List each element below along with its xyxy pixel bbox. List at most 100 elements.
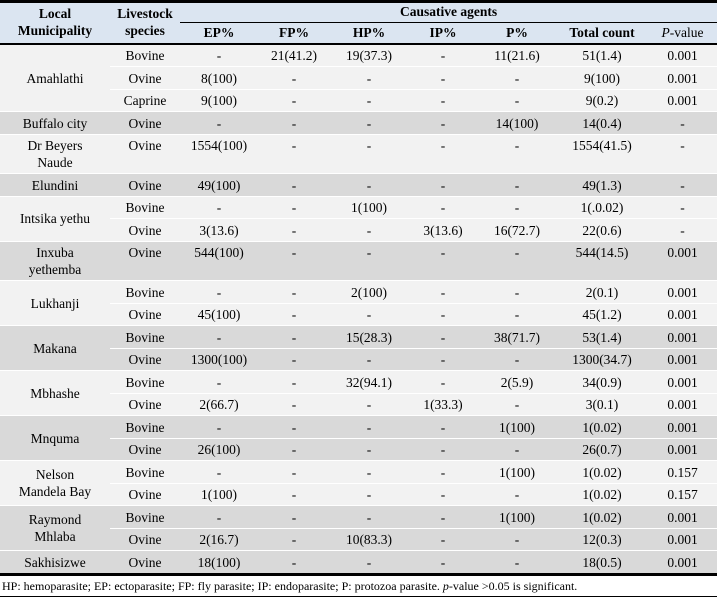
cell-fp: - (258, 66, 330, 89)
cell-municipality: Nelson Mandela Bay (0, 460, 110, 506)
cell-total-count: 1(.0.02) (556, 195, 648, 219)
cell-species: Ovine (110, 302, 180, 326)
cell-ep: 1300(100) (180, 347, 258, 371)
cell-p-value: 0.001 (648, 280, 717, 303)
cell-p: 38(71.7) (478, 325, 556, 348)
header-fp: FP% (258, 22, 330, 45)
cell-total-count: 34(0.9) (556, 370, 648, 393)
cell-hp: - (330, 240, 408, 281)
cell-ip: - (408, 437, 478, 461)
cell-municipality: Makana (0, 325, 110, 371)
cell-total-count: 544(14.5) (556, 240, 648, 281)
cell-p-value: 0.001 (648, 325, 717, 348)
cell-total-count: 53(1.4) (556, 325, 648, 348)
cell-species: Bovine (110, 505, 180, 528)
cell-municipality: Sakhisizwe (0, 550, 110, 574)
cell-hp: 1(100) (330, 195, 408, 219)
cell-species: Caprine (110, 88, 180, 112)
cell-p-value: 0.001 (648, 505, 717, 528)
cell-total-count: 18(0.5) (556, 550, 648, 574)
cell-species: Ovine (110, 527, 180, 551)
cell-species: Ovine (110, 482, 180, 506)
cell-ip: - (408, 415, 478, 438)
cell-ep: - (180, 280, 258, 303)
cell-p: - (478, 550, 556, 574)
cell-ip: - (408, 482, 478, 506)
cell-p: - (478, 66, 556, 89)
cell-fp: - (258, 505, 330, 528)
cell-ep: - (180, 43, 258, 67)
cell-p-value: - (648, 133, 717, 174)
cell-species: Bovine (110, 195, 180, 219)
cell-species: Bovine (110, 460, 180, 483)
table-row: Ovine 2(66.7) - -1(33.3) -3(0.1) 0.001 (0, 392, 717, 416)
cell-ep: - (180, 325, 258, 348)
cell-hp: - (330, 415, 408, 438)
table-row: Elundini Ovine 49(100) - - - -49(1.3) - (0, 173, 717, 196)
cell-p-value: 0.001 (648, 392, 717, 416)
cell-fp: - (258, 240, 330, 281)
cell-hp: - (330, 505, 408, 528)
table-row: Dr Beyers Naude Ovine 1554(100) - - - -1554(41… (0, 133, 717, 174)
table-body: Amahlathi Bovine -21(41.2) 19(37.3) -11(21.6… (0, 43, 717, 574)
cell-total-count: 1(0.02) (556, 505, 648, 528)
cell-hp: - (330, 347, 408, 371)
cell-species: Bovine (110, 280, 180, 303)
table-row: Makana Bovine - -15(28.3) -38(71.7) 53(1.4) 0.… (0, 325, 717, 371)
cell-p: 16(72.7) (478, 218, 556, 241)
cell-ep: 18(100) (180, 550, 258, 574)
cell-municipality: Lukhanji (0, 280, 110, 326)
cell-ep: 2(66.7) (180, 392, 258, 416)
table-row: Sakhisizwe Ovine 18(100) - - - -18(0.5) 0.001 (0, 550, 717, 574)
table-row: Raymond Mhlaba Bovine - - - -1(100) 1(0.02) 0.0… (0, 505, 717, 551)
cell-p-value: 0.001 (648, 527, 717, 551)
cell-ip: 1(33.3) (408, 392, 478, 416)
cell-fp: - (258, 370, 330, 393)
cell-municipality: Mnquma (0, 415, 110, 461)
table-row: Ovine 45(100) - - - -45(1.2) 0.001 (0, 302, 717, 326)
cell-total-count: 1(0.02) (556, 482, 648, 506)
header-p-value-rest: -value (669, 24, 704, 40)
cell-hp: 10(83.3) (330, 527, 408, 551)
cell-hp: - (330, 173, 408, 196)
cell-p-value: 0.157 (648, 482, 717, 506)
table-row: Ovine 1300(100) - - - -1300(34.7) 0.001 (0, 347, 717, 371)
cell-ip: - (408, 195, 478, 219)
cell-species: Ovine (110, 111, 180, 134)
cell-p-value: 0.001 (648, 550, 717, 574)
cell-species: Ovine (110, 550, 180, 574)
cell-ip: - (408, 347, 478, 371)
cell-p: - (478, 347, 556, 371)
cell-total-count: 45(1.2) (556, 302, 648, 326)
cell-hp: 32(94.1) (330, 370, 408, 393)
cell-p-value: 0.001 (648, 88, 717, 112)
cell-p: - (478, 280, 556, 303)
cell-p: - (478, 173, 556, 196)
cell-ip: - (408, 133, 478, 174)
cell-ep: 8(100) (180, 66, 258, 89)
cell-ip: - (408, 505, 478, 528)
header-species: Livestock species (110, 1, 180, 45)
cell-fp: - (258, 133, 330, 174)
cell-municipality: Intsika yethu (0, 195, 110, 241)
cell-species: Bovine (110, 43, 180, 67)
cell-hp: 15(28.3) (330, 325, 408, 348)
cell-p: 11(21.6) (478, 43, 556, 67)
header-p: P% (478, 22, 556, 45)
cell-municipality: Inxuba yethemba (0, 240, 110, 281)
header-ep: EP% (180, 22, 258, 45)
cell-p: - (478, 133, 556, 174)
cell-fp: - (258, 111, 330, 134)
cell-total-count: 9(100) (556, 66, 648, 89)
cell-p-value: - (648, 173, 717, 196)
cell-p-value: 0.001 (648, 415, 717, 438)
cell-hp: - (330, 66, 408, 89)
cell-ip: - (408, 550, 478, 574)
cell-municipality: Raymond Mhlaba (0, 505, 110, 551)
header-total-count: Total count (556, 22, 648, 45)
cell-ep: - (180, 415, 258, 438)
cell-ip: - (408, 527, 478, 551)
cell-hp: - (330, 302, 408, 326)
cell-ip: - (408, 280, 478, 303)
